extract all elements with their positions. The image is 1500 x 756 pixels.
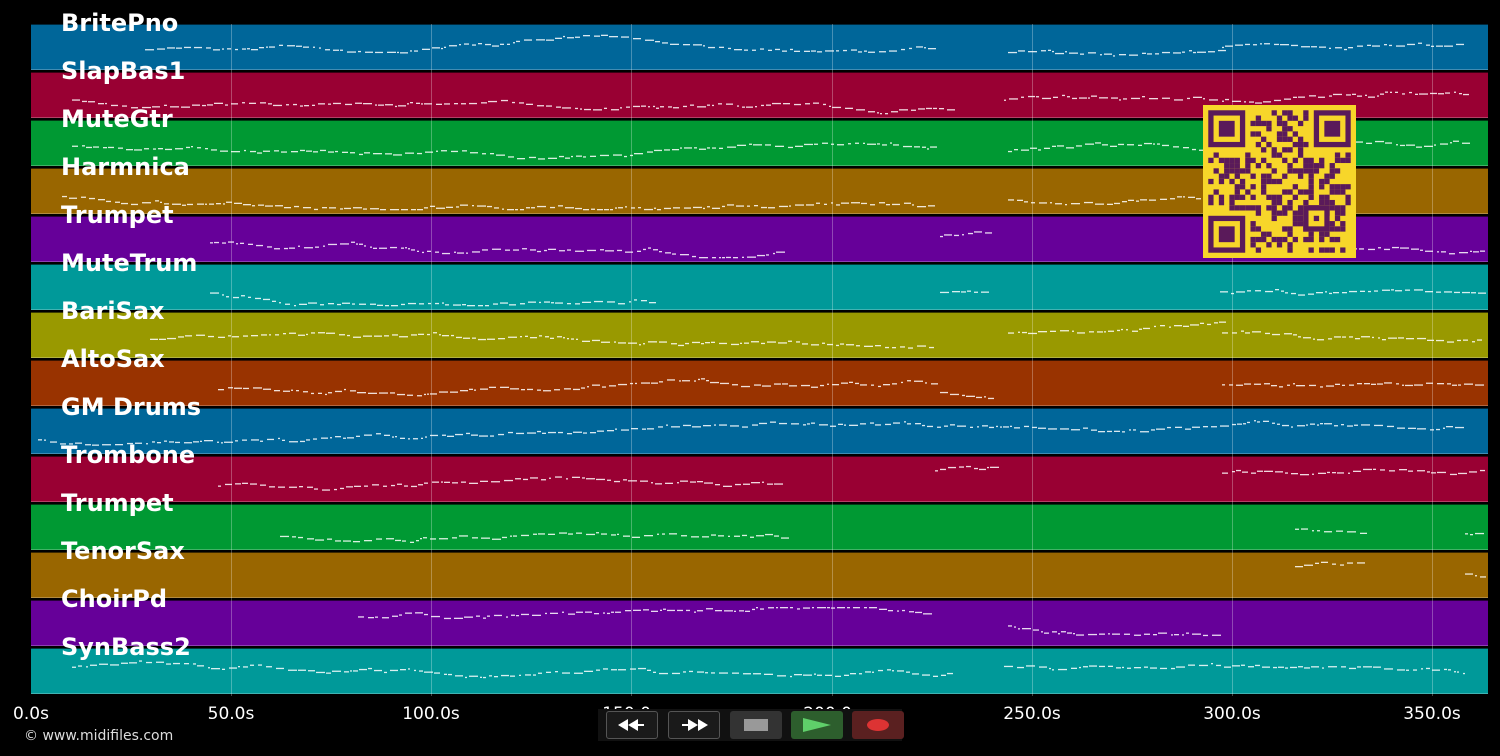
track-name-label: ChoirPd bbox=[61, 585, 168, 613]
time-tick-label: 350.0s bbox=[1403, 704, 1461, 724]
rewind-button[interactable] bbox=[606, 711, 658, 739]
track-name-label: Harmnica bbox=[61, 153, 190, 181]
track-lane[interactable] bbox=[31, 648, 1488, 694]
track-lane[interactable] bbox=[31, 504, 1488, 550]
record-button[interactable] bbox=[852, 711, 904, 739]
track-name-label: AltoSax bbox=[61, 345, 165, 373]
note-events bbox=[72, 91, 1469, 115]
fast-forward-button[interactable] bbox=[668, 711, 720, 739]
note-events bbox=[38, 420, 1464, 446]
track-name-label: Trumpet bbox=[61, 201, 174, 229]
note-events bbox=[145, 34, 1464, 57]
record-icon bbox=[867, 719, 889, 731]
note-events bbox=[1295, 561, 1486, 578]
track-name-label: TenorSax bbox=[61, 537, 185, 565]
track-lane[interactable] bbox=[31, 312, 1488, 358]
note-events bbox=[62, 195, 1207, 211]
rewind-icon bbox=[618, 719, 644, 731]
track-name-label: SlapBas1 bbox=[61, 57, 186, 85]
time-tick-label: 250.0s bbox=[1003, 704, 1061, 724]
track-lane[interactable] bbox=[31, 264, 1488, 310]
note-events bbox=[218, 465, 1485, 491]
time-tick-label: 300.0s bbox=[1203, 704, 1261, 724]
note-events bbox=[72, 140, 1470, 160]
time-tick-label: 100.0s bbox=[402, 704, 460, 724]
track-name-label: SynBass2 bbox=[61, 633, 191, 661]
gridline bbox=[1232, 24, 1233, 696]
track-lane[interactable] bbox=[31, 552, 1488, 598]
note-events bbox=[150, 321, 1482, 349]
qr-code-icon bbox=[1203, 105, 1356, 258]
note-events bbox=[210, 289, 1486, 307]
stop-icon bbox=[744, 719, 768, 731]
copyright-notice[interactable]: © www.midifiles.com bbox=[24, 728, 174, 744]
track-name-label: BritePno bbox=[61, 9, 179, 37]
gridline bbox=[231, 24, 232, 696]
play-button[interactable] bbox=[791, 711, 843, 739]
track-name-label: MuteGtr bbox=[61, 105, 173, 133]
gridline bbox=[631, 24, 632, 696]
transport-controls bbox=[598, 709, 904, 741]
note-events bbox=[210, 231, 1485, 259]
note-events bbox=[358, 607, 1221, 637]
gridline bbox=[1032, 24, 1033, 696]
play-icon bbox=[803, 718, 831, 732]
track-name-label: BariSax bbox=[61, 297, 165, 325]
note-events bbox=[72, 660, 1465, 679]
gridline bbox=[1432, 24, 1433, 696]
note-events bbox=[280, 528, 1484, 543]
track-lane[interactable] bbox=[31, 360, 1488, 406]
track-lane[interactable] bbox=[31, 456, 1488, 502]
track-name-label: MuteTrum bbox=[61, 249, 198, 277]
track-lane[interactable] bbox=[31, 408, 1488, 454]
track-lane[interactable] bbox=[31, 24, 1488, 70]
gridline bbox=[832, 24, 833, 696]
time-tick-label: 0.0s bbox=[13, 704, 49, 724]
stop-button[interactable] bbox=[730, 711, 782, 739]
track-name-label: GM Drums bbox=[61, 393, 202, 421]
note-events bbox=[218, 378, 1484, 400]
gridline bbox=[431, 24, 432, 696]
time-tick-label: 50.0s bbox=[207, 704, 255, 724]
track-name-label: Trumpet bbox=[61, 489, 174, 517]
track-name-label: Trombone bbox=[61, 441, 196, 469]
track-lane[interactable] bbox=[31, 600, 1488, 646]
fast-forward-icon bbox=[682, 719, 708, 731]
